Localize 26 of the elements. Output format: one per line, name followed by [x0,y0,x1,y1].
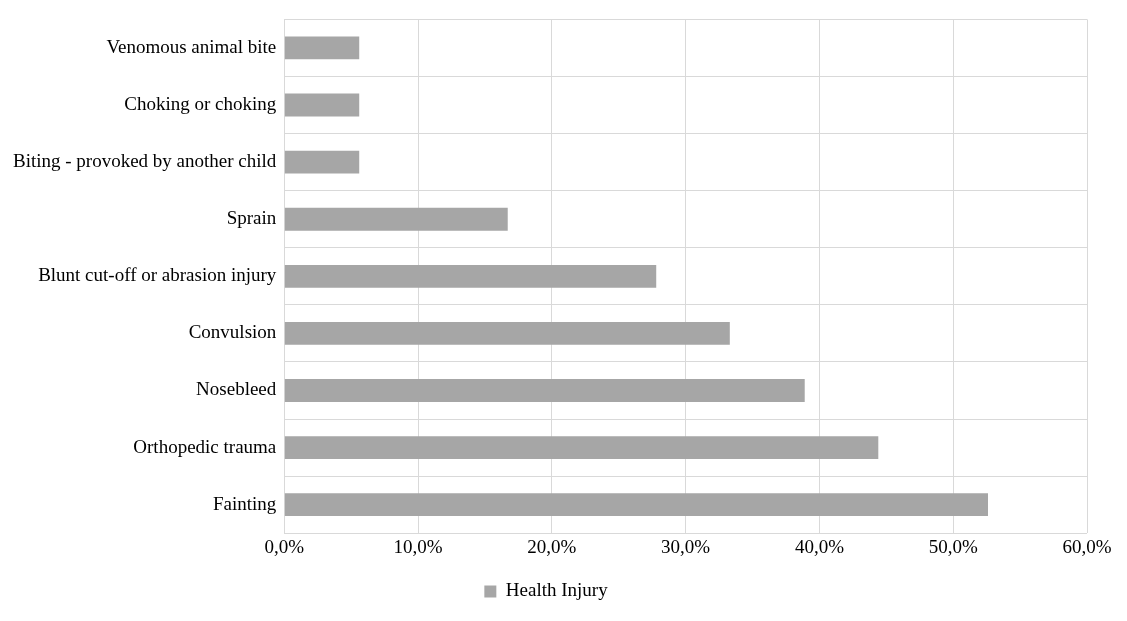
y-tick-label: Blunt cut-off or abrasion injury [38,264,277,286]
y-tick-label: Choking or choking [124,93,277,115]
y-tick-label: Convulsion [188,321,277,343]
bar [284,321,730,345]
x-tick-label: 0,0% [264,535,305,557]
bar [284,264,657,288]
legend-label: Health Injury [505,579,609,601]
x-tick-label: 10,0% [393,535,443,557]
y-tick-label: Biting - provoked by another child [13,150,277,172]
bar [284,36,360,60]
y-tick-label: Sprain [226,207,277,229]
bar [284,207,508,231]
y-tick-label: Venomous animal bite [106,35,277,57]
y-tick-label: Orthopedic trauma [133,435,277,457]
y-tick-label: Nosebleed [196,378,277,400]
bar [284,493,988,517]
x-tick-label: 20,0% [527,535,577,557]
bar [284,93,360,117]
x-tick-label: 30,0% [661,535,711,557]
bar [284,436,879,459]
bar [284,150,360,174]
y-tick-label: Fainting [212,492,277,514]
bar [284,379,805,402]
x-tick-label: 40,0% [794,535,845,557]
x-tick-label: 50,0% [928,535,978,557]
x-tick-label: 60,0% [1062,535,1112,557]
